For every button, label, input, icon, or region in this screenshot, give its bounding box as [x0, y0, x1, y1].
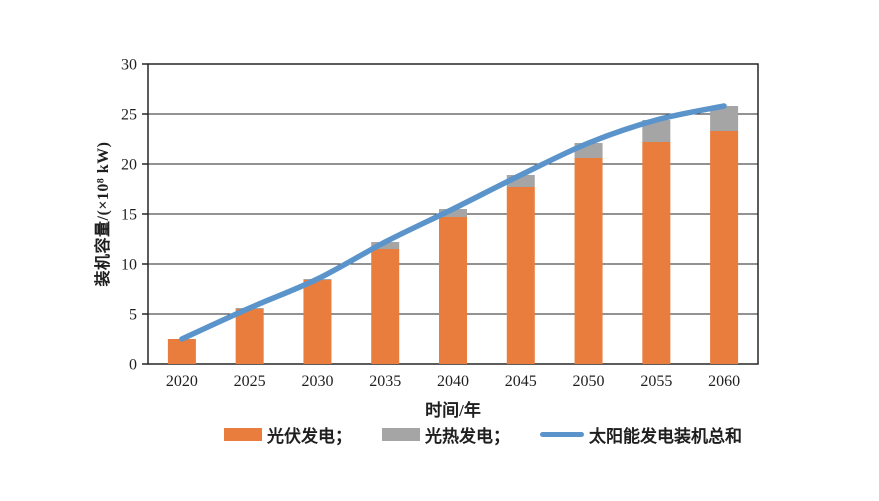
solar-total-line [179, 103, 727, 342]
x-axis-category-label: 2025 [234, 373, 266, 390]
x-axis-category-label: 2055 [640, 373, 672, 390]
chart-legend: 光伏发电； 光热发电； 太阳能发电装机总和 [224, 422, 742, 447]
pv-power-bar-segment [303, 280, 332, 364]
pv-power-bar-segment [371, 249, 400, 364]
y-tick-label: 0 [129, 357, 137, 374]
legend-label-csp: 光热发电； [425, 427, 510, 446]
csp-swatch-icon [382, 428, 420, 441]
x-axis-category-label: 2030 [301, 373, 333, 390]
y-tick-label: 10 [121, 257, 137, 274]
y-tick-label: 20 [121, 157, 137, 174]
y-axis-title: 装机容量/(×10⁸ kW) [95, 141, 112, 287]
y-tick-label: 25 [121, 107, 137, 124]
x-axis-category-label: 2060 [708, 373, 740, 390]
x-axis-category-label: 2040 [437, 373, 469, 390]
csp-power-bar-segment [642, 120, 671, 142]
x-axis-category-label: 2045 [505, 373, 537, 390]
legend-item-csp: 光热发电； [382, 422, 510, 447]
pv-swatch-icon [224, 428, 262, 441]
pv-power-bar-segment [167, 339, 196, 364]
legend-label-pv: 光伏发电； [267, 427, 352, 446]
x-axis-category-label: 2020 [166, 373, 198, 390]
pv-power-bar-segment [235, 309, 264, 364]
pv-power-bar-segment [710, 131, 739, 364]
y-tick-label: 30 [121, 57, 137, 74]
pv-power-bar-segment [506, 187, 535, 364]
pv-power-bar-segment [642, 142, 671, 364]
y-tick-label: 5 [129, 307, 137, 324]
legend-item-total: 太阳能发电装机总和 [540, 422, 742, 447]
csp-power-bar-segment [439, 209, 467, 217]
legend-label-total: 太阳能发电装机总和 [589, 427, 742, 446]
x-axis-title: 时间/年 [425, 401, 481, 420]
csp-power-bar-segment [371, 242, 400, 249]
legend-item-pv: 光伏发电； [224, 422, 352, 447]
pv-power-bar-segment [439, 217, 467, 364]
pv-power-bar-segment [574, 158, 603, 364]
y-tick-label: 15 [121, 207, 137, 224]
total-line-swatch-icon [540, 432, 584, 437]
x-axis-category-label: 2050 [573, 373, 605, 390]
x-axis-category-label: 2035 [369, 373, 401, 390]
